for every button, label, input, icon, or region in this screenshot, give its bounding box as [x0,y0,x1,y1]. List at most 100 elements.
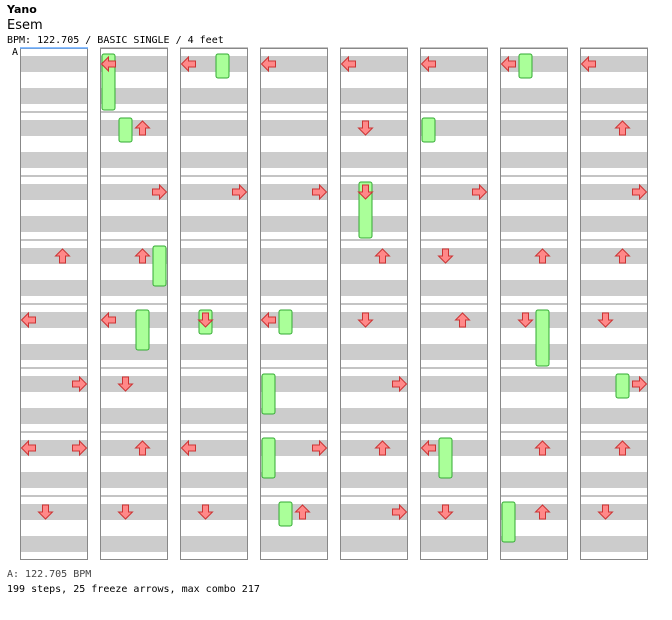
beat-stripe [340,536,408,552]
beat-stripe [500,344,568,360]
beat-stripe [420,184,488,200]
beat-stripe [20,504,88,520]
freeze-arrow [615,373,630,399]
beat-stripe [340,376,408,392]
beat-stripe [180,280,248,296]
beat-stripe [180,440,248,456]
freeze-arrow [501,501,516,543]
beat-stripe [20,184,88,200]
beat-stripe [420,152,488,168]
step-arrow [134,248,151,264]
step-arrow [632,375,648,393]
step-arrow [534,248,551,264]
step-arrow [72,375,88,393]
freeze-arrow [152,245,167,287]
beat-stripe [420,280,488,296]
step-arrow [100,55,116,73]
beat-stripe [260,536,328,552]
beat-stripe [260,248,328,264]
beat-stripe [100,120,168,136]
column-border [420,48,488,560]
beat-stripe [20,440,88,456]
beat-stripe [20,248,88,264]
beat-stripe [500,312,568,328]
step-arrow [20,439,36,457]
step-arrow [152,183,168,201]
beat-stripe [340,248,408,264]
step-arrow [374,248,391,264]
step-arrow [180,55,196,73]
column-border [180,48,248,560]
step-arrow [197,312,214,328]
beat-stripe [20,344,88,360]
beat-stripe [100,344,168,360]
step-arrow [294,504,311,520]
column-border [580,48,648,560]
beat-stripe [500,280,568,296]
beat-stripe [580,216,648,232]
beat-stripe [100,216,168,232]
freeze-arrow [278,501,293,527]
freeze-arrow [261,437,276,479]
artist-name: Yano [7,3,37,16]
beat-stripe [340,120,408,136]
bpm-summary: A: 122.705 BPM [7,569,92,580]
beat-stripe [20,88,88,104]
step-arrow [134,120,151,136]
beat-stripe [260,312,328,328]
beat-stripe [500,56,568,72]
step-arrow [117,504,134,520]
beat-stripe [100,88,168,104]
step-arrow [420,55,436,73]
beat-stripe [180,536,248,552]
beat-stripe [260,88,328,104]
beat-stripe [180,344,248,360]
beat-stripe [420,536,488,552]
beat-stripe [100,184,168,200]
step-arrow [312,439,328,457]
beat-stripe [420,216,488,232]
step-arrow [392,503,408,521]
beat-stripe [580,56,648,72]
column-border [260,48,328,560]
step-arrow [614,440,631,456]
beat-stripe [580,408,648,424]
step-arrow [517,312,534,328]
beat-stripe [100,536,168,552]
beat-stripe [260,472,328,488]
freeze-arrow [518,53,533,79]
beat-stripe [20,408,88,424]
freeze-arrow [215,53,230,79]
beat-stripe [500,440,568,456]
beat-stripe [100,280,168,296]
beat-stripe [20,216,88,232]
beat-stripe [20,280,88,296]
freeze-arrow [135,309,150,351]
beat-stripe [420,248,488,264]
beat-stripe [180,312,248,328]
step-arrow [534,504,551,520]
beat-stripe [20,312,88,328]
step-arrow [232,183,248,201]
beat-stripe [340,408,408,424]
step-arrow [180,439,196,457]
beat-stripe [100,312,168,328]
beat-stripe [260,152,328,168]
beat-stripe [100,248,168,264]
freeze-arrow [261,373,276,415]
beat-stripe [340,440,408,456]
beat-stripe [340,504,408,520]
beat-stripe [260,440,328,456]
beat-stripe [20,56,88,72]
column-border [340,48,408,560]
step-arrow [340,55,356,73]
beat-stripe [420,56,488,72]
beat-stripe [180,472,248,488]
beat-stripe [180,88,248,104]
beat-stripe [340,280,408,296]
beat-stripe [340,88,408,104]
beat-stripe [260,408,328,424]
step-arrow [357,312,374,328]
beat-stripe [420,120,488,136]
